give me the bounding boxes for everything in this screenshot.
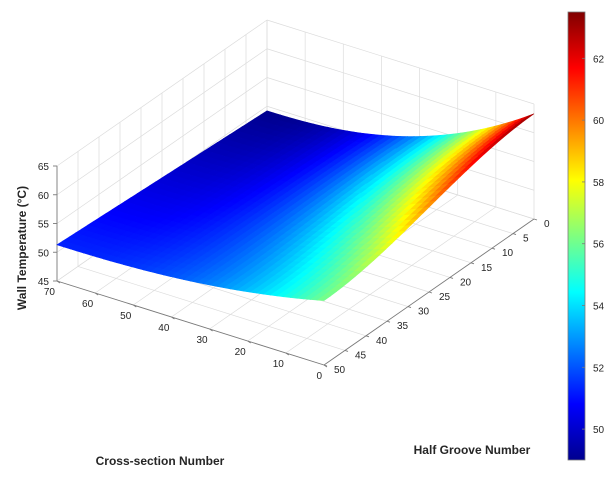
z-tick-label: 60	[38, 191, 50, 202]
x-tick-mark	[171, 316, 175, 320]
x-tick-label: 60	[82, 299, 94, 310]
z-tick-label: 45	[38, 277, 50, 288]
wall-grid-line	[266, 19, 535, 105]
x-tick-mark	[94, 292, 99, 296]
surface-patch	[316, 295, 332, 301]
y-tick-mark	[344, 349, 349, 352]
x-tick-label: 20	[235, 347, 247, 358]
z-tick-label: 65	[38, 162, 50, 173]
colorbar-tick-label: 52	[593, 363, 605, 374]
x-tick-label: 30	[196, 335, 208, 346]
y-tick-label: 15	[481, 263, 493, 274]
colorbar-tick-label: 56	[593, 240, 605, 251]
x-axis-label: Cross-section Number	[96, 454, 225, 468]
x-tick-label: 70	[44, 287, 56, 298]
y-tick-label: 25	[439, 292, 451, 303]
y-tick-label: 10	[502, 248, 514, 259]
x-tick-label: 50	[120, 311, 132, 322]
colorbar-tick-label: 62	[593, 54, 605, 65]
z-tick-label: 50	[38, 248, 50, 259]
y-tick-label: 35	[397, 321, 409, 332]
z-axis-label: Wall Temperature (°C)	[15, 186, 29, 310]
x-tick-mark	[209, 328, 213, 332]
y-tick-label: 0	[544, 219, 550, 230]
y-axis-label: Half Groove Number	[414, 443, 531, 457]
y-tick-label: 5	[523, 234, 529, 245]
temperature-surface	[56, 110, 535, 301]
colorbar-gradient	[567, 11, 586, 461]
x-tick-mark	[133, 304, 137, 308]
axis-ticks: 0 10 20 30 40 50 60 70 0 5 10 15 20 25 30 35 40 45 50 45 50 5…	[38, 162, 550, 382]
y-tick-label: 20	[460, 277, 472, 288]
y-tick-label: 30	[418, 307, 430, 318]
colorbar-ticks: 50 52 54 56 58 60 62	[582, 54, 605, 436]
y-tick-mark	[512, 233, 517, 236]
y-tick-mark	[470, 262, 475, 265]
y-tick-mark	[323, 364, 328, 367]
x-tick-label: 10	[273, 359, 285, 370]
colorbar-tick-label: 58	[593, 178, 605, 189]
z-tick-label: 55	[38, 220, 50, 231]
y-tick-mark	[491, 247, 496, 250]
wall-grid-line	[56, 48, 268, 196]
y-tick-mark	[386, 320, 391, 323]
x-tick-mark	[285, 352, 290, 356]
y-tick-mark	[428, 291, 433, 294]
colorbar-tick-label: 60	[593, 116, 605, 127]
y-tick-label: 50	[334, 365, 346, 376]
x-tick-mark	[247, 340, 251, 344]
x-tick-label: 0	[316, 371, 322, 382]
y-tick-label: 40	[376, 336, 388, 347]
wall-grid-line	[56, 19, 268, 167]
x-tick-mark	[56, 280, 61, 284]
y-tick-mark	[407, 306, 412, 309]
floor-grid-line	[77, 266, 346, 351]
x-axis-line	[56, 280, 325, 366]
y-tick-mark	[365, 335, 370, 338]
wall-grid-line	[56, 77, 268, 224]
y-tick-mark	[533, 218, 538, 221]
wall-grid-line	[266, 48, 535, 134]
colorbar-tick-label: 50	[593, 425, 605, 436]
y-tick-label: 45	[355, 350, 367, 361]
colorbar: 50 52 54 56 58 60 62	[567, 11, 605, 461]
colorbar-tick-label: 54	[593, 302, 605, 313]
x-tick-label: 40	[158, 323, 170, 334]
y-tick-mark	[449, 276, 454, 279]
